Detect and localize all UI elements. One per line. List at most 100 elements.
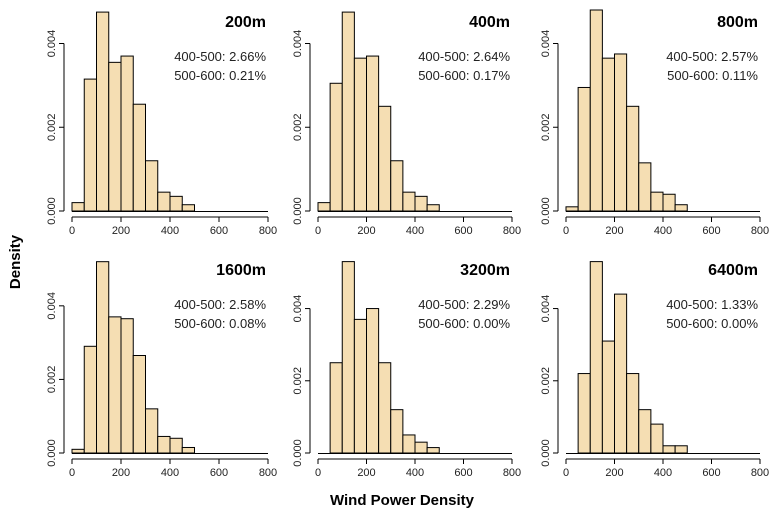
histogram-bar [674,445,688,454]
panel-title: 3200m [460,262,510,279]
x-tick-label: 800 [751,225,769,237]
histogram-bar [626,373,640,454]
histogram-bar [638,409,652,454]
histogram-panel: 0 200 400 600 800 0.000 0.002 0.004 1600m 400-500… [46,261,277,479]
histogram-bar [402,434,416,454]
histogram-bar [626,105,640,212]
x-tick-label: 400 [406,225,424,237]
histogram-bar [181,204,195,212]
panels-group: 0 200 400 600 800 0.000 0.002 0.004 200m 400-500:… [46,9,769,479]
y-tick-label: 0.002 [46,113,58,141]
histogram-bar [71,202,85,212]
histogram-bar [589,9,603,212]
y-tick-label: 0.002 [540,113,552,141]
histogram-bar [83,78,97,212]
histogram-bar [108,316,122,454]
y-tick-label: 0.000 [540,197,552,225]
histogram-bar [662,193,676,212]
histogram-bar [601,340,615,454]
histogram-bar [614,293,628,454]
panel-annotation: 400-500: 2.58% [174,297,266,312]
y-tick-label: 0.000 [292,197,304,225]
histogram-bar [83,345,97,454]
histogram-bar [565,206,579,212]
panel-annotation: 500-600: 0.00% [418,316,510,331]
x-tick-label: 200 [112,467,130,479]
panel-annotation: 500-600: 0.00% [666,316,758,331]
x-tick-label: 0 [69,467,75,479]
x-tick-label: 400 [406,467,424,479]
histogram-bar [329,362,343,454]
histogram-bar [378,105,392,212]
x-tick-label: 0 [315,467,321,479]
histogram-bar [145,160,159,212]
x-tick-label: 200 [112,225,130,237]
histogram-bar [329,82,343,212]
panel-annotation: 500-600: 0.21% [174,68,266,83]
histogram-bar [108,61,122,212]
histogram-bar [426,447,440,454]
histogram-bar [341,261,355,454]
panel-annotation: 400-500: 1.33% [666,297,758,312]
y-tick-label: 0.000 [540,439,552,467]
histogram-bar [589,261,603,454]
histogram-bar [169,195,183,212]
histogram-bar [577,373,591,454]
x-tick-label: 0 [563,225,569,237]
histogram-bar [414,441,428,454]
y-tick-label: 0.002 [292,113,304,141]
histogram-bar [341,11,355,212]
x-tick-label: 0 [563,467,569,479]
y-tick-label: 0.004 [292,295,304,323]
histogram-panel: 0 200 400 600 800 0.000 0.002 0.004 6400m 400-500… [540,261,769,479]
x-tick-label: 800 [503,467,521,479]
histogram-bar [662,445,676,454]
y-tick-label: 0.002 [292,367,304,395]
x-tick-label: 0 [69,225,75,237]
y-tick-label: 0.004 [292,30,304,58]
histogram-bar [132,103,146,212]
histogram-bar [674,204,688,212]
histogram-bar [132,355,146,454]
x-tick-label: 400 [654,467,672,479]
x-tick-label: 0 [315,225,321,237]
histogram-bar [366,308,380,454]
x-tick-label: 600 [454,467,472,479]
histogram-bar [650,423,664,454]
x-tick-label: 200 [357,225,375,237]
x-tick-label: 400 [654,225,672,237]
y-tick-label: 0.004 [540,295,552,323]
y-tick-label: 0.002 [540,367,552,395]
x-axis-title: Wind Power Density [330,492,475,509]
y-tick-label: 0.000 [46,439,58,467]
panel-annotation: 500-600: 0.17% [418,68,510,83]
histogram-bar [120,55,134,212]
histogram-bar [577,86,591,212]
histogram-bar [378,362,392,454]
histogram-bar [402,191,416,212]
x-tick-label: 600 [454,225,472,237]
x-tick-label: 400 [161,467,179,479]
x-tick-label: 800 [751,467,769,479]
x-tick-label: 400 [161,225,179,237]
x-tick-label: 600 [210,225,228,237]
histogram-panel: 0 200 400 600 800 0.000 0.002 0.004 400m 400-500:… [292,11,521,237]
panel-annotation: 400-500: 2.64% [418,49,510,64]
histogram-bar [157,435,171,454]
x-tick-label: 600 [702,225,720,237]
y-axis-title: Density [7,234,24,289]
y-tick-label: 0.002 [46,366,58,394]
histogram-bar [157,191,171,212]
histogram-bar [120,318,134,454]
panel-annotation: 400-500: 2.66% [174,49,266,64]
histogram-bar [366,55,380,212]
x-tick-label: 800 [503,225,521,237]
histogram-bar [353,318,367,454]
panel-annotation: 400-500: 2.57% [666,49,758,64]
histogram-bar [181,446,195,454]
histogram-bar [390,160,404,212]
panel-title: 400m [469,14,510,31]
y-tick-label: 0.000 [292,439,304,467]
x-tick-label: 200 [605,467,623,479]
